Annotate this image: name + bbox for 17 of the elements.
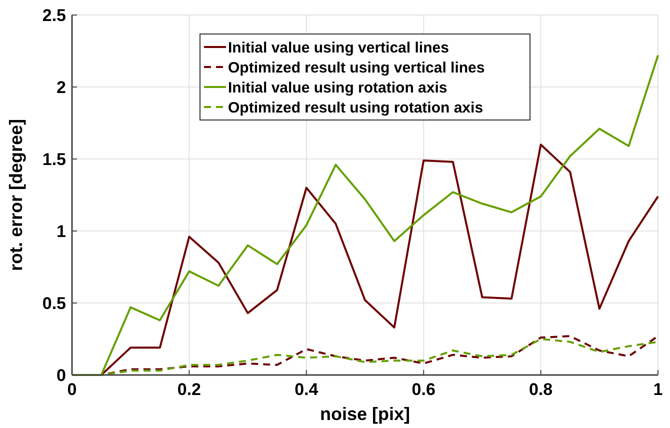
x-tick-label: 0.4 [294,380,319,399]
x-tick-label: 0.2 [177,380,202,399]
x-tick-label: 0.8 [528,380,553,399]
x-axis-title: noise [pix] [320,404,410,424]
x-tick-label: 1 [653,380,663,399]
y-tick-label: 1.5 [42,150,66,169]
y-tick-label: 2 [56,78,66,97]
y-tick-label: 1 [56,222,66,241]
y-axis-title: rot. error [degree] [6,118,26,272]
legend-label: Initial value using vertical lines [228,39,449,56]
y-tick-label: 0.5 [42,294,66,313]
y-tick-label: 2.5 [42,6,66,25]
legend-label: Initial value using rotation axis [228,79,448,96]
legend-label: Optimized result using rotation axis [228,99,484,116]
x-tick-label: 0.6 [412,380,436,399]
legend-label: Optimized result using vertical lines [228,59,485,76]
y-tick-label: 0 [56,366,66,385]
